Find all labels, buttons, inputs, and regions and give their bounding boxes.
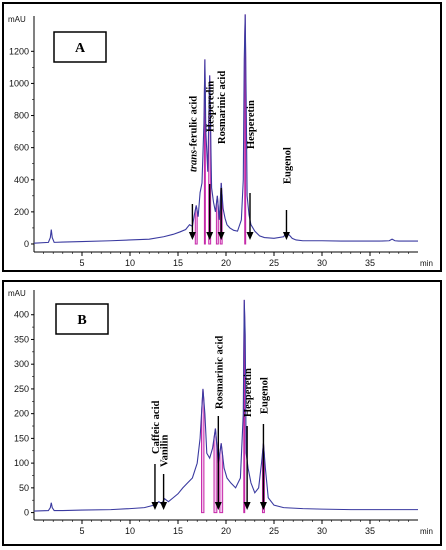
x-tick-label: 30 — [317, 526, 327, 536]
x-tick-label: 10 — [125, 526, 135, 536]
annotation-arrowhead — [188, 232, 196, 240]
ferulic-suffix: -ferulic acid — [188, 96, 199, 150]
y-tick-label: 1200 — [9, 46, 29, 56]
y-tick-label: 200 — [14, 207, 29, 217]
axes-a: 0 200 400 600 800 1000 1200 5 10 15 20 25 30 35 mAU min — [8, 15, 433, 268]
y-tick-label: 250 — [14, 384, 29, 394]
annotation-label: Vanilin — [160, 435, 171, 467]
annotation-arrowhead — [160, 502, 168, 510]
x-tick-label: 5 — [79, 258, 84, 268]
x-tick-label: 25 — [269, 258, 279, 268]
annotation-label: Rosmarinic acid — [217, 71, 228, 144]
chromatogram-b-plot: 0 50 100 150 200 250 300 350 400 5 10 15 20 25 30 35 mAU… — [8, 289, 433, 536]
y-tick-label: 50 — [19, 483, 29, 493]
panel-letter: A — [75, 41, 86, 56]
x-tick-label: 25 — [269, 526, 279, 536]
y-tick-label: 150 — [14, 433, 29, 443]
y-tick-label: 400 — [14, 175, 29, 185]
y-tick-label: 300 — [14, 359, 29, 369]
y-tick-label: 100 — [14, 458, 29, 468]
x-tick-label: 15 — [173, 526, 183, 536]
y-tick-label: 1000 — [9, 78, 29, 88]
axes-b: 0 50 100 150 200 250 300 350 400 5 10 15 20 25 30 35 mAU… — [8, 289, 433, 536]
y-tick-label: 400 — [14, 310, 29, 320]
y-tick-label: 200 — [14, 409, 29, 419]
y-tick-label: 350 — [14, 334, 29, 344]
annotation-arrowhead — [246, 232, 254, 240]
annotation-arrowhead — [282, 232, 290, 240]
chromatogram-a-plot: 0 200 400 600 800 1000 1200 5 10 15 20 25 30 35 mAU min… — [8, 14, 433, 268]
annotation-label: trans-ferulic acid — [188, 96, 199, 172]
annotation-label: Eugenol — [259, 377, 270, 414]
panel-letter-box — [55, 303, 109, 335]
y-tick-label: 600 — [14, 143, 29, 153]
annotation-label: Hesperetin — [243, 368, 254, 417]
y-axis-unit: mAU — [8, 15, 26, 24]
annotation-arrowhead — [259, 502, 267, 510]
annotation-label: Eugenol — [282, 147, 293, 184]
x-tick-label: 30 — [317, 258, 327, 268]
y-axis-unit: mAU — [8, 289, 26, 298]
annotation-label: Caffeic acid — [151, 400, 162, 454]
y-tick-label: 800 — [14, 111, 29, 121]
labels-a: A — [53, 31, 107, 63]
annotations-a: trans-ferulic acid Hesperedin Rosmarinic a… — [188, 71, 293, 240]
x-tick-label: 35 — [365, 526, 375, 536]
y-tick-label: 0 — [24, 239, 29, 249]
x-axis-unit: min — [420, 259, 433, 268]
x-tick-label: 20 — [221, 258, 231, 268]
annotation-label: Rosmarinic acid — [214, 336, 225, 409]
chromatogram-panel-a: 0 200 400 600 800 1000 1200 5 10 15 20 25 30 35 mAU min… — [2, 2, 442, 272]
trans-prefix: trans — [188, 150, 199, 172]
peak-fills-b — [201, 299, 265, 514]
annotation-label: Hesperetin — [246, 100, 257, 149]
x-tick-label: 5 — [79, 526, 84, 536]
annotation-label: Hesperedin — [206, 81, 217, 132]
x-axis-unit: min — [420, 527, 433, 536]
panel-letter-box — [53, 31, 107, 63]
annotation-arrowhead — [151, 502, 159, 510]
chromatogram-panel-b: 0 50 100 150 200 250 300 350 400 5 10 15 20 25 30 35 mAU… — [2, 280, 442, 546]
x-tick-label: 10 — [125, 258, 135, 268]
labels-b: B — [55, 303, 109, 335]
x-tick-label: 20 — [221, 526, 231, 536]
panel-letter: B — [77, 313, 86, 328]
trace-b — [33, 299, 418, 512]
y-tick-label: 0 — [24, 508, 29, 518]
trace-a — [33, 14, 418, 244]
x-tick-label: 15 — [173, 258, 183, 268]
annotation-arrowhead — [214, 502, 222, 510]
chromatogram-trace — [33, 14, 418, 244]
annotation-arrowhead — [217, 232, 225, 240]
x-tick-label: 35 — [365, 258, 375, 268]
chromatogram-trace — [33, 299, 418, 512]
annotation-arrowhead — [243, 502, 251, 510]
annotation-arrowhead — [206, 232, 214, 240]
